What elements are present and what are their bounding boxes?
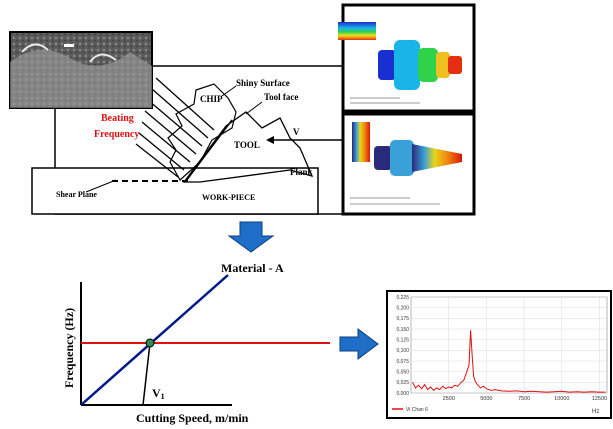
graph-y-label: Frequency (Hz) [62, 308, 76, 388]
label-chip: CHIP [200, 94, 223, 104]
right-arrow-icon [339, 328, 379, 360]
spectrum-x-tick: 10000 [554, 396, 569, 402]
spectrum-y-tick: 0,100 [396, 348, 409, 354]
label-frequency: Frequency [94, 129, 139, 140]
intersection-point [145, 338, 155, 348]
spectrum-plot-area [410, 296, 608, 394]
spectrum-y-tick: 0,225 [396, 295, 409, 301]
spectrum-y-tick: 0,075 [396, 359, 409, 365]
shear-plane-leader [85, 179, 117, 193]
velocity-arrowhead [266, 136, 274, 144]
spectrum-x-tick: 2500 [443, 396, 455, 402]
tool-rake-face [185, 119, 233, 182]
spectrum-x-tick: 12500 [592, 396, 607, 402]
fem-simulation-2 [341, 112, 476, 216]
down-arrow-icon [227, 221, 275, 253]
label-flank: Flank [290, 167, 313, 177]
v1-label: V1 [152, 386, 165, 401]
tool-outline [182, 111, 314, 183]
label-beating: Beating [101, 113, 134, 124]
label-work-piece: WORK-PIECE [202, 193, 255, 202]
spectrum-x-tick: 5000 [480, 396, 492, 402]
spectrum-series-line [412, 330, 606, 393]
label-velocity: V [293, 127, 300, 137]
label-shiny-surface: Shiny Surface [236, 78, 290, 88]
beating-arrows [135, 77, 215, 178]
spectrum-x-tick: 7500 [518, 396, 530, 402]
tool-face-leader [245, 101, 263, 115]
spectrum-y-tick: 0,025 [396, 380, 409, 386]
graph-x-label: Cutting Speed, m/min [136, 411, 249, 425]
frequency-speed-graph [80, 274, 330, 406]
graph-title: Material - A [221, 261, 284, 275]
material-line [80, 274, 229, 406]
spectrum-y-tick: 0,200 [396, 305, 409, 311]
label-tool: TOOL [234, 140, 260, 150]
v1-drop-line [142, 342, 151, 406]
label-tool-face: Tool face [264, 92, 298, 102]
spectrum-y-tick: 0,150 [396, 327, 409, 333]
spectrum-y-tick: 0,000 [396, 391, 409, 397]
shiny-surface-leader [221, 85, 237, 97]
spectrum-y-tick: 0,125 [396, 337, 409, 343]
fem-simulation-1 [338, 3, 476, 113]
workpiece-block [31, 167, 319, 215]
label-shear-plane: Shear Plane [56, 190, 97, 199]
spectrum-y-tick: 0,050 [396, 369, 409, 375]
spectrum-x-unit: Hz [592, 409, 599, 415]
spectrum-chart: 0,000 0,025 0,050 0,075 0,100 0,125 0,150 0,175… [386, 290, 612, 419]
spectrum-y-tick: 0,175 [396, 316, 409, 322]
legend-label: Vi Chan 6 [406, 407, 428, 413]
sem-micrograph [9, 31, 153, 109]
cutting-schematic [31, 65, 344, 215]
